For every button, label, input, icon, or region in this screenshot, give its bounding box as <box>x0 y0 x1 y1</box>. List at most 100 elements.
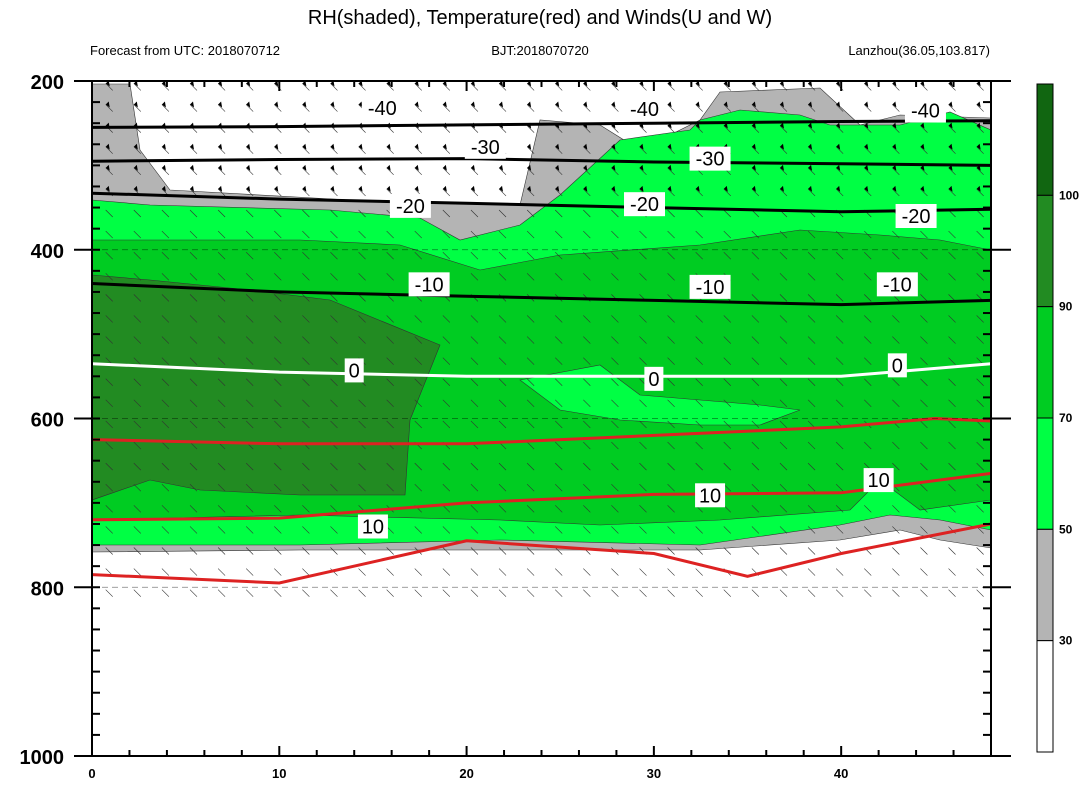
wind-barb <box>526 81 535 91</box>
wind-barb <box>161 81 170 91</box>
y-tick-label: 1000 <box>20 747 65 769</box>
wind-barb <box>217 378 226 386</box>
wind-barb <box>723 122 732 133</box>
wind-barb <box>274 357 282 365</box>
wind-barb <box>498 315 507 323</box>
wind-barb <box>133 399 142 408</box>
contour-label-text: 10 <box>868 470 890 492</box>
contour-label-text: -30 <box>696 149 725 171</box>
wind-barb <box>639 568 647 576</box>
wind-barb <box>751 315 760 323</box>
wind-barb <box>217 526 226 534</box>
wind-barb <box>414 101 422 112</box>
wind-barb <box>386 81 394 91</box>
wind-barb <box>105 462 113 471</box>
wind-barb <box>583 420 591 429</box>
wind-barb <box>779 589 788 597</box>
wind-barb <box>807 81 816 91</box>
wind-barb <box>639 589 647 597</box>
wind-barb <box>976 143 984 154</box>
wind-barb <box>161 420 170 429</box>
wind-barb <box>723 357 732 365</box>
wind-barb <box>358 484 366 492</box>
wind-barb <box>358 568 366 576</box>
wind-barb <box>864 589 872 597</box>
wind-barb <box>470 484 479 492</box>
wind-barb <box>779 462 788 471</box>
wind-barb <box>948 143 956 154</box>
wind-barb <box>358 462 366 471</box>
wind-barb <box>358 294 366 302</box>
wind-barb <box>639 336 647 344</box>
wind-barb <box>864 185 872 197</box>
temperature-contour <box>92 157 991 167</box>
wind-barb <box>105 336 113 344</box>
wind-barb <box>358 589 366 597</box>
wind-barb <box>695 230 703 239</box>
wind-barb <box>526 589 535 597</box>
wind-barb <box>526 568 535 576</box>
contour-label-text: 0 <box>648 369 659 391</box>
wind-barb <box>751 399 760 408</box>
wind-barb <box>302 81 310 91</box>
wind-barb <box>161 399 170 408</box>
wind-barb <box>639 420 647 429</box>
wind-barb <box>161 251 170 260</box>
wind-barb <box>470 399 479 408</box>
contour-label: 10 <box>695 483 726 508</box>
contour-label: -20 <box>389 193 431 218</box>
wind-barb <box>835 143 844 154</box>
wind-barb <box>555 251 563 260</box>
wind-barb <box>189 505 198 513</box>
wind-barb <box>330 420 338 429</box>
wind-barb <box>976 209 984 218</box>
wind-barb <box>695 101 703 112</box>
wind-barb <box>274 185 282 197</box>
wind-barb <box>526 462 535 471</box>
x-tick-label: 10 <box>272 766 286 781</box>
wind-barb <box>779 378 788 386</box>
wind-barb <box>330 505 338 513</box>
wind-barb <box>414 336 422 344</box>
wind-barb <box>695 462 703 471</box>
wind-barb <box>835 294 844 302</box>
wind-barb <box>274 273 282 281</box>
wind-barb <box>920 143 928 154</box>
wind-barb <box>779 251 788 260</box>
wind-barb <box>751 484 760 492</box>
wind-barb <box>442 164 451 176</box>
wind-barb <box>133 420 142 429</box>
contour-label: -10 <box>876 272 918 297</box>
wind-barb <box>245 484 254 492</box>
wind-barb <box>892 399 900 408</box>
wind-barb <box>723 230 732 239</box>
wind-barb <box>217 230 226 239</box>
wind-barb <box>105 399 113 408</box>
wind-barb <box>667 164 675 176</box>
wind-barb <box>526 441 535 450</box>
colorbar-segment <box>1036 83 1054 196</box>
wind-barb <box>526 164 535 176</box>
wind-barb <box>274 420 282 429</box>
wind-barb <box>555 230 563 239</box>
wind-barb <box>948 505 956 513</box>
wind-barb <box>442 143 451 154</box>
wind-barb <box>920 81 928 91</box>
wind-barb <box>105 230 113 239</box>
wind-barb <box>470 462 479 471</box>
wind-barb <box>470 164 479 176</box>
wind-barb <box>245 209 254 218</box>
wind-barb <box>386 336 394 344</box>
wind-barb <box>583 101 591 112</box>
wind-barb <box>611 273 619 281</box>
wind-barb <box>414 568 422 576</box>
wind-barb <box>526 101 535 112</box>
wind-barb <box>133 462 142 471</box>
wind-barb <box>161 143 170 154</box>
wind-barb <box>864 122 872 133</box>
wind-barb <box>105 143 113 154</box>
wind-barb <box>751 294 760 302</box>
wind-barb <box>442 251 451 260</box>
